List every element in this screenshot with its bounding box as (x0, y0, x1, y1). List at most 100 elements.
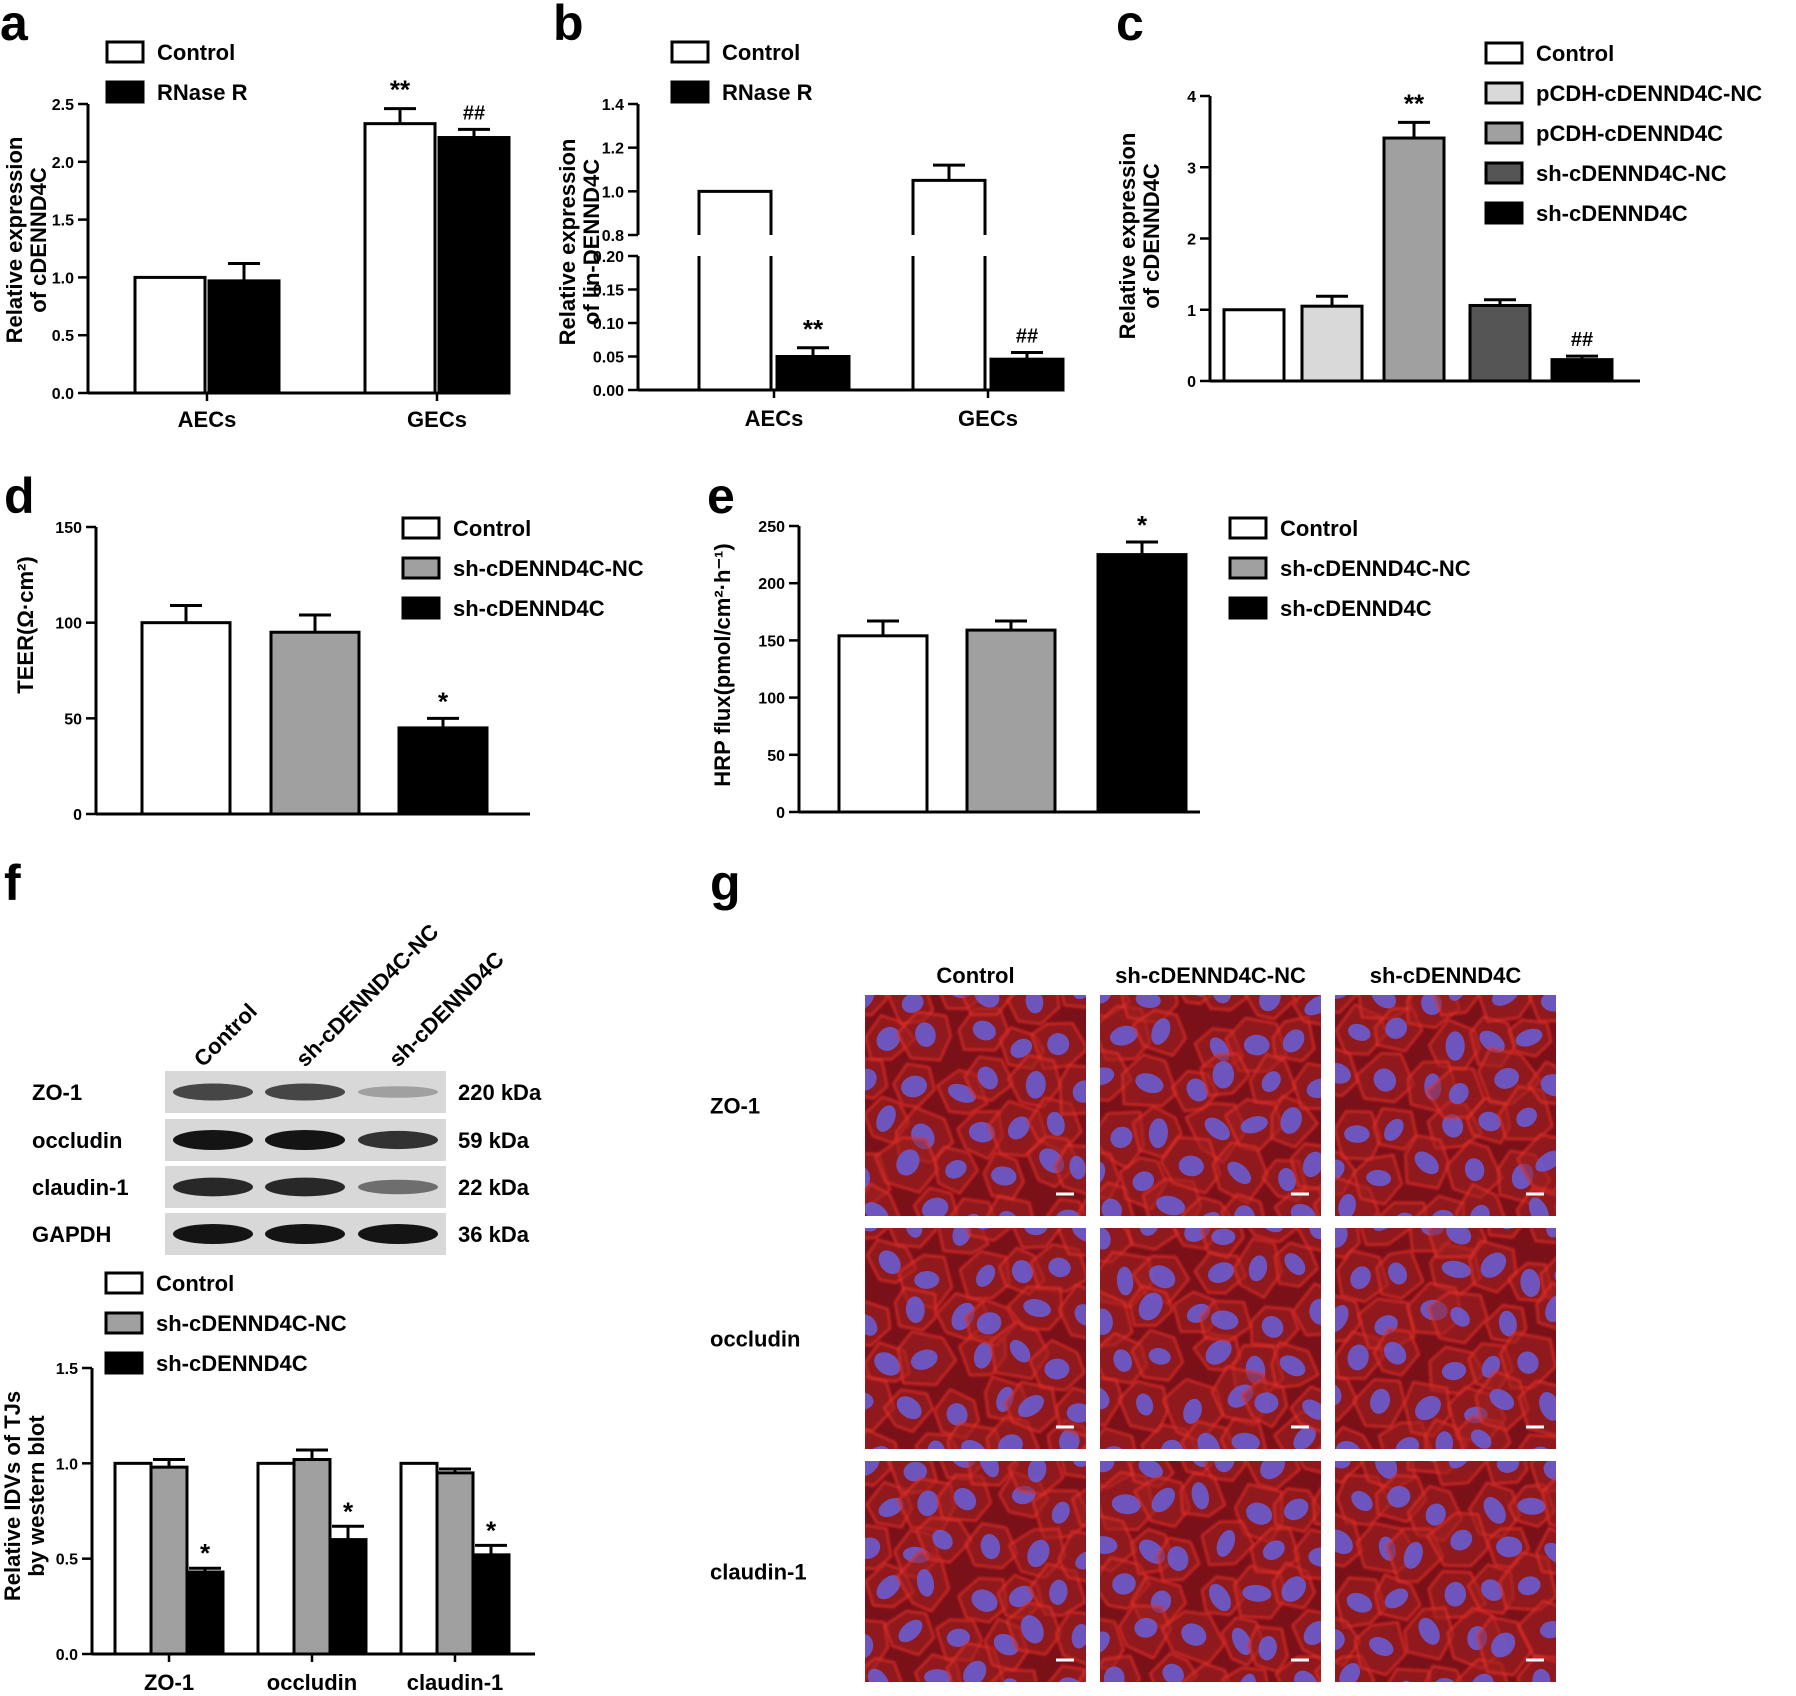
cell-nucleus (1103, 1666, 1125, 1682)
cell-nucleus (1490, 1632, 1516, 1658)
cell-nucleus (1373, 1068, 1397, 1092)
y-axis-title-line-1: Relative IDVs of TJs (0, 1391, 25, 1601)
cell-membrane (949, 1197, 995, 1216)
cell-nucleus (1347, 1023, 1371, 1041)
cell-nucleus (1384, 1118, 1404, 1141)
cell-nucleus (1246, 1502, 1273, 1525)
y-axis-title-line-2: by western blot (24, 1415, 49, 1577)
micrograph-column-label-sh-cdennd4c-nc: sh-cDENND4C-NC (1115, 963, 1306, 988)
bar-rnase-r-gecs (437, 136, 511, 395)
legend-swatch-pcdh-cdennd4c (1484, 121, 1524, 145)
cell-nucleus (1335, 1062, 1351, 1084)
legend-swatch-sh-cdennd4c-nc (1484, 161, 1524, 185)
panel-label-c: c (1116, 0, 1144, 51)
lane-label-control: Control (189, 999, 262, 1072)
legend: Control RNase R (670, 40, 813, 105)
cell-nucleus (1290, 1203, 1317, 1216)
legend-label-sh-cdennd4c-nc: sh-cDENND4C-NC (1536, 161, 1727, 186)
panel-label-g: g (710, 855, 741, 911)
cell-nucleus (980, 1533, 1001, 1560)
cell-nucleus (946, 1403, 968, 1426)
cell-nucleus (1516, 1107, 1537, 1128)
micrograph-cells (1335, 1228, 1556, 1449)
cell-nucleus (1148, 1265, 1176, 1289)
cell-nucleus (1148, 1118, 1168, 1149)
blot-band (265, 1177, 345, 1197)
y-tick-label: 1.5 (52, 213, 74, 230)
cell-nucleus (1069, 1155, 1086, 1180)
significance-hash-label: ## (1016, 325, 1038, 347)
micrograph-cells (1100, 1228, 1321, 1449)
legend-swatch-control (1484, 41, 1524, 65)
protein-label-gapdh: GAPDH (32, 1222, 111, 1247)
cell-nucleus (1335, 1159, 1345, 1183)
cell-nucleus (1136, 1393, 1154, 1416)
cell-membrane (1314, 1664, 1321, 1682)
cell-membrane (1433, 995, 1481, 1017)
cell-membrane (1516, 1599, 1556, 1659)
blot-band (173, 1224, 253, 1244)
cell-nucleus (917, 1490, 939, 1517)
cell-nucleus (1470, 1429, 1492, 1449)
legend-swatch-sh-cdennd4c (1228, 596, 1268, 620)
y-axis-title: HRP flux(pmol/cm²·h⁻¹) (710, 543, 735, 786)
cell-nucleus (1489, 1389, 1515, 1411)
cell-nucleus (876, 1575, 901, 1600)
cell-membrane (1454, 1183, 1506, 1216)
cell-membrane (1477, 995, 1532, 1023)
cell-nucleus (1544, 1542, 1556, 1565)
cell-membrane (1424, 1664, 1463, 1682)
cell-nucleus (878, 1250, 901, 1275)
cell-nucleus (1308, 1547, 1321, 1567)
blot-band (358, 1130, 438, 1150)
cell-nucleus (1304, 995, 1321, 1016)
bar-rnase-r-aecs (207, 279, 281, 395)
cell-nucleus (1335, 1529, 1353, 1555)
cell-nucleus (971, 1589, 998, 1612)
cell-nucleus (979, 1461, 999, 1478)
cell-nucleus (1335, 1629, 1345, 1651)
cell-nucleus (1528, 1197, 1549, 1216)
micrograph-grid: Control sh-cDENND4C-NC sh-cDENND4C ZO-1 occl… (710, 963, 1556, 1682)
cell-nucleus (1055, 1209, 1081, 1216)
bar-control-gecs-upper (911, 178, 987, 235)
bar-sh-cdennd4c-nc (269, 630, 361, 816)
cell-nucleus (1151, 1018, 1171, 1045)
y-tick-label: 0.20 (593, 249, 624, 266)
significance-star-label: ** (1404, 88, 1425, 118)
cell-nucleus (898, 1619, 923, 1643)
cell-membrane (865, 1428, 898, 1449)
cell-membrane (1541, 1476, 1556, 1527)
cell-nucleus (1212, 1061, 1235, 1089)
cell-membrane (1312, 1486, 1321, 1526)
cell-membrane (888, 1228, 938, 1249)
bar-control-occludin (256, 1461, 296, 1656)
legend-label-pcdh-cdennd4c-nc: pCDH-cDENND4C-NC (1536, 81, 1762, 106)
panel-label-d: d (4, 468, 35, 524)
cell-nucleus (968, 1121, 996, 1143)
cell-nucleus (1100, 1067, 1115, 1086)
cell-nucleus (1539, 1392, 1556, 1421)
panel-label-e: e (707, 468, 735, 524)
cell-nucleus (977, 1066, 998, 1090)
cell-nucleus (1491, 995, 1519, 1006)
cell-nucleus (1496, 1461, 1520, 1473)
cell-membrane (1555, 1204, 1556, 1210)
cell-nucleus (1116, 1266, 1134, 1296)
cell-nucleus (1020, 1615, 1044, 1644)
cell-membrane (1048, 1664, 1086, 1682)
cell-nucleus (1248, 1255, 1268, 1282)
cell-nucleus (1385, 1017, 1408, 1039)
cell-nucleus (901, 995, 924, 1013)
cell-nucleus (1294, 1670, 1318, 1682)
y-tick-label: 0.5 (52, 328, 74, 345)
cell-membrane (1182, 1662, 1230, 1682)
protein-label-occludin: occludin (32, 1128, 122, 1153)
cell-nucleus (991, 1166, 1017, 1186)
blot-band (173, 1130, 253, 1150)
cell-nucleus (961, 1440, 986, 1449)
cell-membrane (1181, 1196, 1232, 1216)
legend-label-sh-cdennd4c-nc: sh-cDENND4C-NC (156, 1311, 347, 1336)
legend-label-sh-cdennd4c-nc: sh-cDENND4C-NC (1280, 556, 1471, 581)
